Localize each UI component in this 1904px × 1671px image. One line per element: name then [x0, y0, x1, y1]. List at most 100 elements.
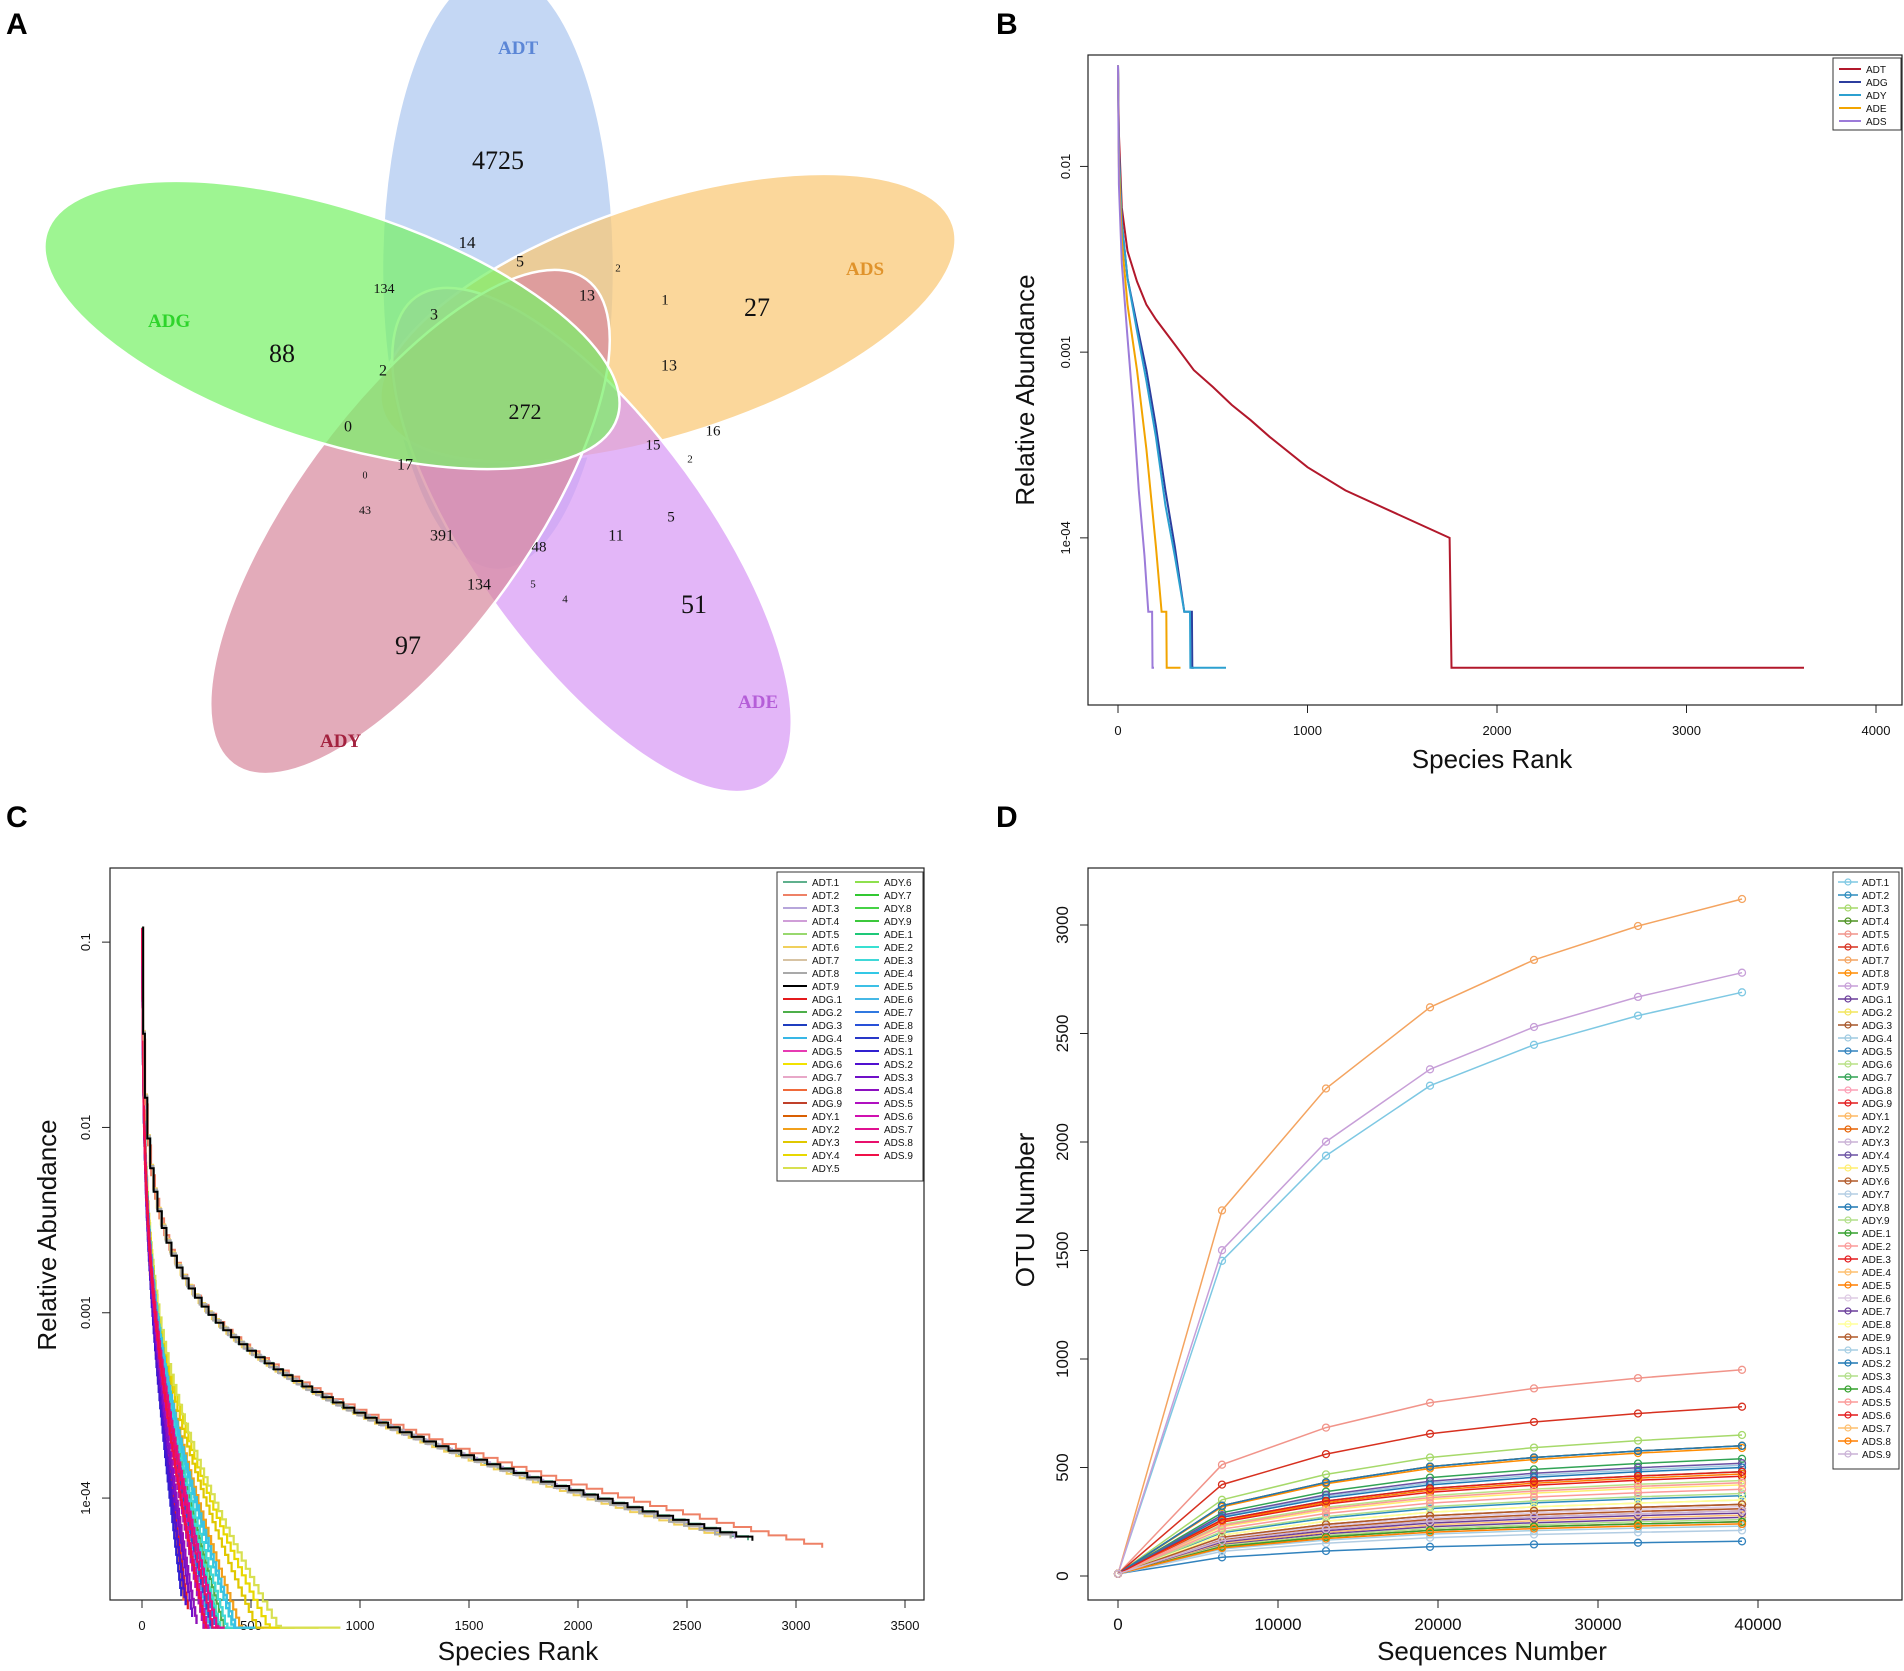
- series-marker: [1217, 1501, 1227, 1510]
- series-marker: [1425, 1462, 1435, 1471]
- legend-label: ADG.8: [1862, 1086, 1892, 1097]
- legend-label: ADE.2: [884, 943, 913, 954]
- rarefaction-series: [1113, 1402, 1747, 1578]
- panel-c-rank-abundance: 0 500 1000 1500 2000 2500 3000 3500 0.1 0.01 0.001…: [32, 867, 925, 1666]
- legend-label: ADE.9: [884, 1034, 913, 1045]
- series-line: [1117, 1540, 1743, 1575]
- series-marker: [1321, 1504, 1331, 1513]
- legend-marker: [1844, 982, 1852, 990]
- legend-label: ADS.9: [1862, 1450, 1891, 1461]
- venn-count: 391: [430, 528, 454, 545]
- series-marker: [1425, 1429, 1435, 1438]
- series-line: [141, 926, 256, 1629]
- legend-marker: [1844, 1411, 1852, 1419]
- series-line: [142, 926, 721, 1538]
- venn-count: 17: [397, 457, 413, 474]
- legend-label: ADG.4: [1862, 1034, 1892, 1045]
- x-tick-label: 2000: [1483, 723, 1512, 738]
- series-marker: [1529, 1443, 1539, 1452]
- legend-label: ADS.2: [884, 1060, 913, 1071]
- series-line: [142, 926, 754, 1541]
- legend-marker: [1844, 1307, 1852, 1315]
- y-tick-label: 2000: [1053, 1123, 1072, 1161]
- venn-name-adt: ADT: [498, 38, 538, 59]
- legend-marker: [1844, 917, 1852, 925]
- legend-label: ADS.1: [884, 1047, 913, 1058]
- x-tick-label: 1500: [455, 1618, 484, 1633]
- legend-marker: [1844, 1060, 1852, 1068]
- series-marker: [1633, 1482, 1643, 1491]
- legend-marker: [1844, 1268, 1852, 1276]
- x-tick-label: 10000: [1254, 1615, 1301, 1634]
- legend-label: ADG.1: [812, 995, 842, 1006]
- legend-marker: [1844, 1320, 1852, 1328]
- legend-label: ADS.5: [1862, 1398, 1891, 1409]
- legend-label: ADT: [1866, 65, 1886, 76]
- legend-marker: [1844, 1385, 1852, 1393]
- legend-label: ADE.2: [1862, 1242, 1891, 1253]
- legend-marker: [1844, 1086, 1852, 1094]
- y-tick-label: 3000: [1053, 906, 1072, 944]
- legend-label: ADT.7: [812, 956, 840, 967]
- series-marker: [1737, 1489, 1747, 1498]
- legend-label: ADT.8: [1862, 969, 1890, 980]
- legend-label: ADT.1: [1862, 878, 1890, 889]
- legend-label: ADE.6: [1862, 1294, 1891, 1305]
- panel-label-d: D: [996, 801, 1018, 834]
- series-marker: [1217, 1515, 1227, 1524]
- legend-marker: [1844, 1047, 1852, 1055]
- series-marker: [1529, 1486, 1539, 1496]
- legend-label: ADT.7: [1862, 956, 1890, 967]
- y-axis-title: OTU Number: [1010, 1132, 1040, 1287]
- plot-frame: [1087, 867, 1903, 1601]
- legend-label: ADE.8: [1862, 1320, 1891, 1331]
- legend-marker: [1844, 1333, 1852, 1341]
- legend-label: ADY.8: [1862, 1203, 1890, 1214]
- x-tick-label: 3500: [891, 1618, 920, 1633]
- legend-marker: [1844, 1112, 1852, 1120]
- venn-count: 2: [615, 263, 621, 275]
- series-marker: [1217, 1246, 1227, 1255]
- legend-label: ADG.3: [1862, 1021, 1892, 1032]
- x-tick-label: 3000: [1672, 723, 1701, 738]
- y-axis-title: Relative Abundance: [1010, 274, 1040, 505]
- y-tick-label: 1e-04: [78, 1481, 93, 1514]
- legend-marker: [1844, 1294, 1852, 1302]
- legend-label: ADE.1: [884, 930, 913, 941]
- x-tick-label: 30000: [1574, 1615, 1621, 1634]
- venn-count: 97: [395, 631, 421, 660]
- legend-marker: [1844, 1424, 1852, 1432]
- legend-label: ADS.3: [1862, 1372, 1891, 1383]
- y-tick-label: 0.001: [78, 1296, 93, 1329]
- series-marker: [1113, 1569, 1123, 1578]
- legend-label: ADT.9: [812, 982, 840, 993]
- series-line: [1117, 1447, 1743, 1575]
- legend-label: ADT.6: [1862, 943, 1890, 954]
- series-marker: [1321, 1137, 1331, 1146]
- legend: ADT.1 ADT.2 ADT.3 ADT.4 ADT.5 ADT.6 ADT.7 ADT.8…: [1832, 871, 1900, 1470]
- venn-count: 27: [744, 293, 770, 322]
- legend-label: ADG.6: [1862, 1060, 1892, 1071]
- legend-marker: [1844, 969, 1852, 977]
- legend-label: ADY.2: [812, 1125, 840, 1136]
- series-marker: [1425, 1081, 1435, 1090]
- legend-label: ADE.7: [884, 1008, 913, 1019]
- venn-count: 48: [532, 539, 547, 555]
- x-tick-label: 3000: [782, 1618, 811, 1633]
- x-tick-label: 2000: [564, 1618, 593, 1633]
- legend-marker: [1844, 1359, 1852, 1367]
- y-tick-label: 0.1: [78, 933, 93, 951]
- legend-label: ADY.8: [884, 904, 912, 915]
- venn-name-ady: ADY: [320, 731, 361, 752]
- series-marker: [1321, 1470, 1331, 1479]
- legend-label: ADG.8: [812, 1086, 842, 1097]
- legend-label: ADG.6: [812, 1060, 842, 1071]
- x-axis-title: Species Rank: [1412, 744, 1573, 774]
- legend-marker: [1844, 1034, 1852, 1042]
- legend-label: ADY.9: [884, 917, 912, 928]
- legend-label: ADE.7: [1862, 1307, 1891, 1318]
- legend-marker: [1844, 995, 1852, 1003]
- series-marker: [1737, 1365, 1747, 1374]
- legend-label: ADS.4: [1862, 1385, 1891, 1396]
